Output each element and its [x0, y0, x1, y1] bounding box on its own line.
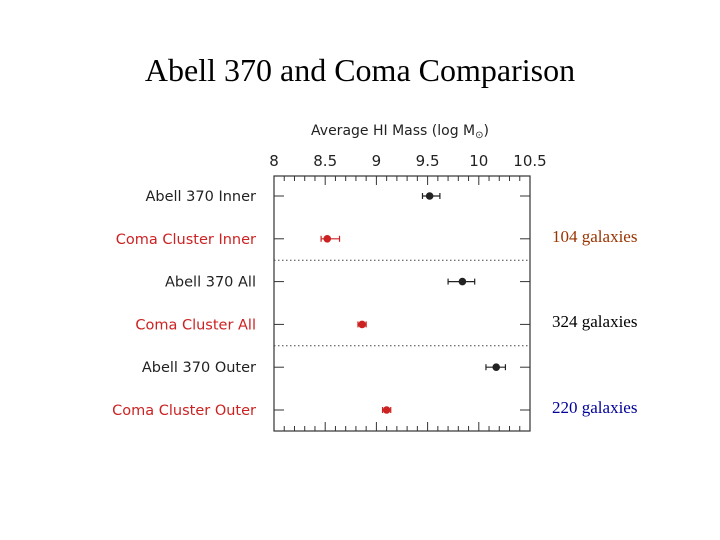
x-tick-label: 8	[269, 152, 279, 170]
row-label: Abell 370 Outer	[142, 360, 256, 376]
data-point	[458, 277, 467, 286]
slide-title: Abell 370 and Coma Comparison	[144, 52, 576, 88]
galaxy-count-note: 324 galaxies	[552, 312, 638, 332]
data-point	[382, 406, 391, 414]
x-tick-label: 9.5	[416, 152, 440, 170]
x-tick-label: 9	[372, 152, 382, 170]
data-point	[492, 363, 501, 372]
x-tick-label: 10.5	[513, 152, 546, 170]
data-point	[323, 235, 332, 243]
data-point	[358, 320, 366, 329]
galaxy-count-note: 220 galaxies	[552, 398, 638, 417]
x-tick-label: 10	[469, 152, 488, 170]
data-point	[425, 192, 434, 200]
plot-frame	[273, 175, 531, 432]
x-axis-label: Average HI Mass (log M⊙)	[311, 123, 489, 141]
x-tick-label: 8.5	[313, 152, 337, 170]
row-label: Coma Cluster All	[135, 317, 256, 333]
row-label: Coma Cluster Inner	[116, 232, 256, 248]
row-labels-layer: Abell 370 Inner Coma Cluster Inner Abell 3…	[112, 189, 256, 419]
axis-layer: 8 8.5 9 9.5 10 10.5 Average HI Mass (log M⊙)	[269, 123, 547, 432]
row-label: Abell 370 Inner	[145, 189, 256, 205]
row-label: Coma Cluster Outer	[112, 403, 256, 419]
marks-layer	[320, 192, 507, 414]
row-label: Abell 370 All	[165, 275, 256, 291]
galaxy-count-note: 104 galaxies	[552, 226, 638, 246]
